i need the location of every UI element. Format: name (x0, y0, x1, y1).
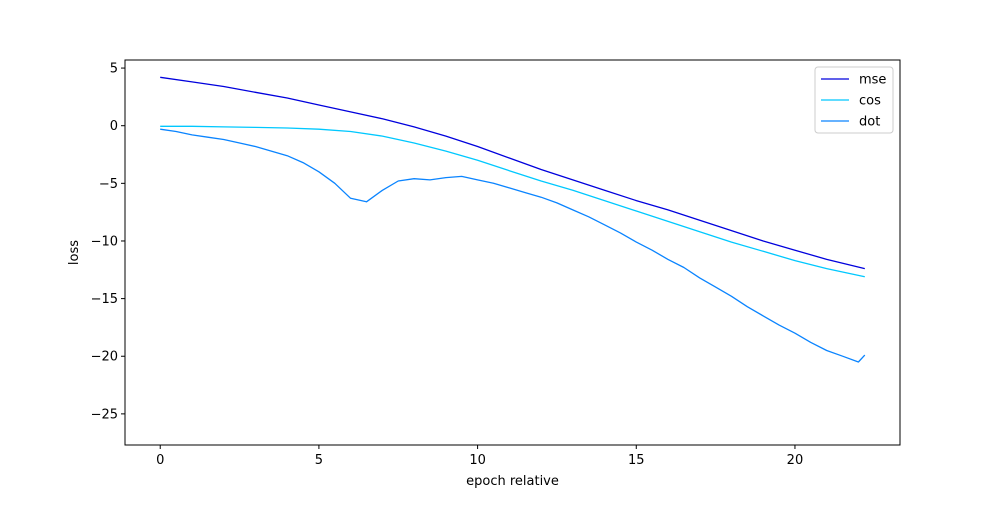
legend-box (814, 66, 894, 134)
series-line-mse (160, 76, 865, 270)
x-tick-label: 0 (156, 453, 164, 468)
y-tick-label: −20 (91, 350, 118, 365)
y-tick-label: −10 (91, 234, 118, 249)
plot-lines (160, 76, 866, 363)
x-axis-label: epoch relative (466, 474, 559, 489)
y-tick-label: 5 (110, 62, 118, 77)
legend-label-dot: dot (859, 115, 880, 130)
y-axis-label: loss (67, 240, 82, 265)
y-tick-label: −5 (99, 177, 118, 192)
y-tick-label: 0 (110, 119, 118, 134)
legend-label-mse: mse (859, 73, 886, 88)
x-tick-label: 10 (469, 453, 486, 468)
x-tick-label: 5 (315, 453, 323, 468)
legend: mse cos dot (814, 66, 894, 134)
series-line-cos (160, 125, 865, 278)
x-tick-label: 15 (628, 453, 645, 468)
series-line-dot (160, 128, 866, 363)
x-axis-ticks: 0 5 10 15 20 (156, 445, 803, 468)
x-tick-label: 20 (787, 453, 804, 468)
y-tick-label: −15 (91, 292, 118, 307)
legend-label-cos: cos (859, 94, 881, 109)
y-axis-ticks: 5 0 −5 −10 −15 −20 −25 (91, 62, 125, 422)
axes-frame (124, 59, 901, 446)
y-tick-label: −25 (91, 407, 118, 422)
